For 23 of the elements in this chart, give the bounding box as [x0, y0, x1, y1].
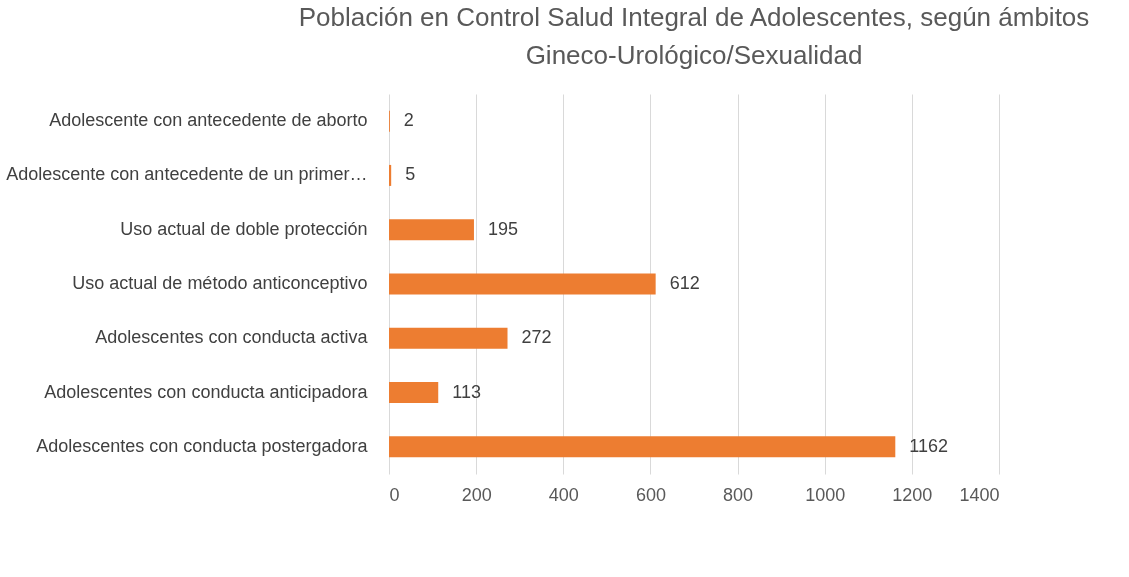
data-label: 113	[452, 381, 481, 402]
x-tick-label: 800	[723, 484, 754, 505]
y-tick-label: Adolescentes con conducta activa	[95, 327, 369, 348]
x-tick-label: 600	[635, 484, 666, 505]
y-tick-label: Uso actual de doble protección	[120, 218, 368, 239]
x-tick-label: 1400	[959, 484, 1000, 505]
data-label: 1162	[909, 435, 949, 456]
data-label: 195	[487, 218, 519, 239]
data-label: 2	[403, 110, 414, 131]
x-tick-label: 1200	[892, 484, 933, 505]
x-tick-label: 400	[548, 484, 579, 505]
y-tick-label: Uso actual de método anticonceptivo	[72, 273, 368, 293]
y-tick-label: Adolescentes con conducta postergadora	[36, 435, 369, 456]
x-tick-label: 200	[461, 484, 492, 505]
data-label: 5	[405, 164, 416, 185]
y-tick-label: Adolescente con antecedente de un primer…	[6, 164, 368, 185]
y-tick-label: Adolescentes con conducta anticipadora	[44, 381, 369, 402]
chart-title: Población en Control Salud Integral de Adolescentes, según ámbitos Gineco-Urológico/Sexualidad	[298, 2, 1090, 70]
y-tick-label: Adolescente con antecedente de aborto	[49, 110, 368, 131]
x-tick-label: 0	[389, 484, 400, 505]
data-label: 612	[669, 273, 700, 293]
x-tick-label: 1000	[805, 484, 846, 505]
data-label: 272	[521, 327, 552, 348]
